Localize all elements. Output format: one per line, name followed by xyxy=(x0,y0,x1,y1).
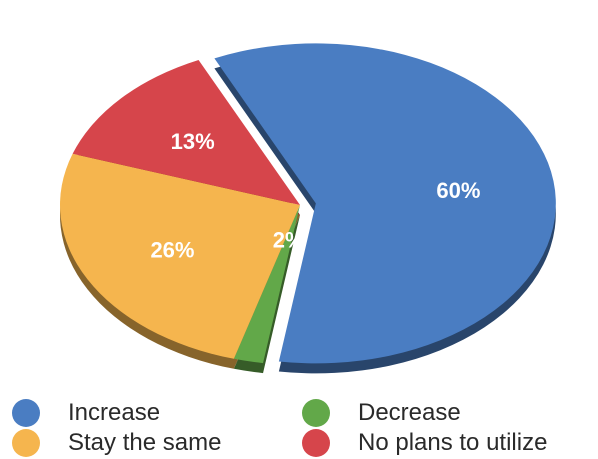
legend-label-decrease: Decrease xyxy=(358,399,461,426)
legend-item-decrease: Decrease xyxy=(302,398,461,428)
pie-slice-no-plans-to-utilize xyxy=(72,59,300,205)
pie-value-labels: 60% 2% 26% 13% xyxy=(150,129,480,263)
slice-value-label-no-plans-to-utilize: 13% xyxy=(171,129,215,154)
slice-value-label-increase: 60% xyxy=(436,178,480,203)
legend-item-no-plans: No plans to utilize xyxy=(302,428,547,458)
legend-item-increase: Increase xyxy=(12,398,160,428)
pie-slice-decrease xyxy=(233,205,300,364)
pie-chart: 60% 2% 26% 13% xyxy=(59,43,556,374)
legend-label-increase: Increase xyxy=(68,399,161,426)
chart-legend: Increase Decrease Stay the same No plans… xyxy=(0,388,598,458)
legend-swatch-increase xyxy=(12,399,40,427)
pie-slice-stay-the-same xyxy=(59,153,300,359)
legend-item-stay-the-same: Stay the same xyxy=(12,428,221,458)
slice-value-label-stay-the-same: 26% xyxy=(150,238,194,263)
legend-label-stay-the-same: Stay the same xyxy=(68,429,222,456)
slice-value-label-decrease: 2% xyxy=(273,227,305,252)
legend-swatch-no-plans xyxy=(302,429,330,457)
legend-swatch-decrease xyxy=(302,399,330,427)
legend-swatch-stay-the-same xyxy=(12,429,40,457)
legend-label-no-plans: No plans to utilize xyxy=(358,429,548,456)
pie-slices xyxy=(59,43,556,364)
pie-slice-increase xyxy=(214,43,556,364)
